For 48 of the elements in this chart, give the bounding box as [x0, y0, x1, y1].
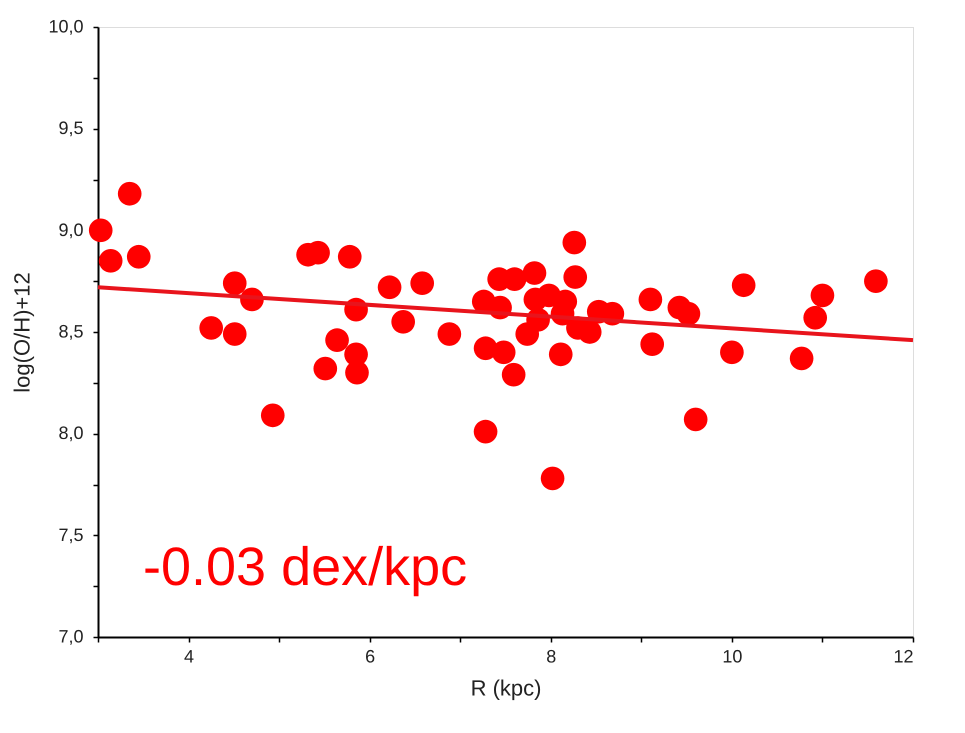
- point: [638, 288, 662, 312]
- point: [222, 322, 247, 346]
- y-tick-label: 10,0: [48, 16, 84, 36]
- point: [438, 322, 462, 346]
- point: [640, 332, 664, 356]
- point: [492, 340, 516, 364]
- y-tick-label: 9,5: [58, 118, 84, 138]
- x-tick-label: 12: [893, 646, 914, 666]
- point: [676, 302, 700, 326]
- y-tick-label: 7,5: [58, 524, 84, 545]
- point: [864, 269, 888, 293]
- point: [410, 271, 434, 296]
- point: [562, 230, 586, 254]
- point: [325, 328, 349, 352]
- point: [126, 244, 151, 269]
- point: [98, 249, 123, 273]
- x-axis-title: R (kpc): [470, 676, 542, 700]
- point: [790, 346, 814, 370]
- point: [378, 275, 402, 300]
- point: [540, 466, 564, 490]
- point: [118, 182, 142, 206]
- point: [502, 362, 526, 387]
- y-tick-label: 9,0: [58, 220, 84, 240]
- point: [810, 284, 834, 308]
- point: [391, 310, 416, 334]
- point: [199, 316, 224, 340]
- annotation: -0.03 dex/kpc: [143, 537, 468, 597]
- point: [548, 342, 573, 366]
- x-tick-label: 10: [722, 646, 742, 666]
- point: [563, 265, 588, 289]
- point: [338, 244, 362, 269]
- y-axis-title: log(O/H)+12: [9, 272, 34, 393]
- x-tick-label: 8: [546, 646, 556, 666]
- point: [732, 273, 756, 298]
- point: [684, 408, 708, 432]
- point: [260, 404, 285, 428]
- point: [803, 306, 828, 330]
- point: [222, 271, 247, 296]
- point: [522, 261, 546, 285]
- y-tick-label: 8,0: [58, 423, 84, 444]
- y-tick-label: 8,5: [58, 322, 84, 342]
- point: [474, 420, 498, 444]
- point: [313, 356, 338, 380]
- point: [88, 218, 113, 242]
- x-tick-label: 6: [365, 646, 376, 666]
- point: [720, 340, 744, 364]
- y-tick-label: 7,0: [58, 626, 84, 646]
- x-tick-label: 4: [184, 646, 194, 666]
